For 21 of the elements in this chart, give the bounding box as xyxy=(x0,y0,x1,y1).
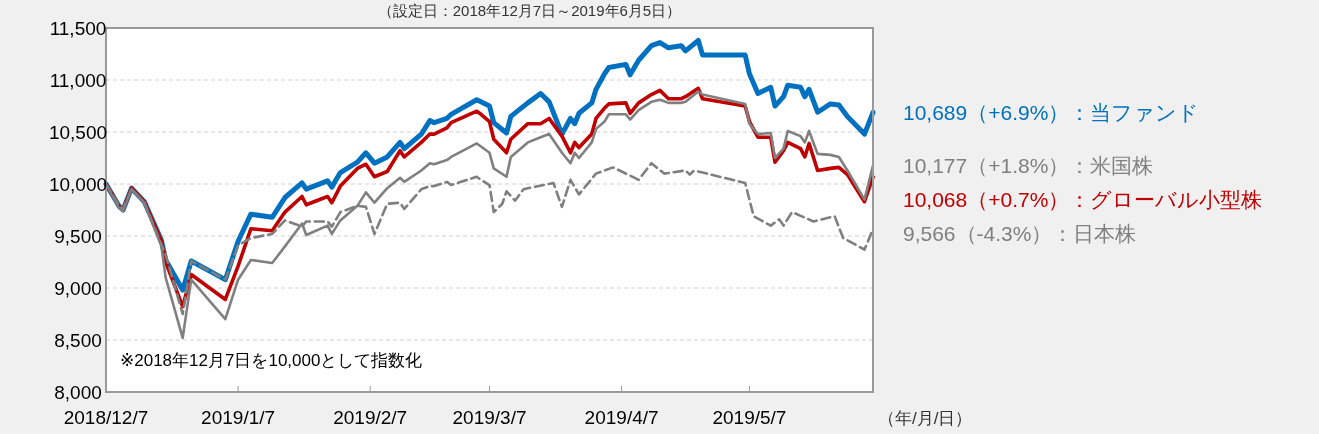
x-tick-label: 2018/12/7 xyxy=(63,407,149,428)
series-label: 10,689（+6.9%）：当ファンド xyxy=(903,100,1200,124)
y-tick-label: 9,000 xyxy=(54,277,102,299)
x-axis-title: （年/月/日） xyxy=(878,409,973,428)
x-tick-label: 2019/5/7 xyxy=(712,407,787,428)
y-tick-label: 11,000 xyxy=(49,69,107,91)
x-tick-label: 2019/1/7 xyxy=(201,407,276,428)
x-tick-label: 2019/3/7 xyxy=(452,407,527,428)
series-label: 10,177（+1.8%）：米国株 xyxy=(903,153,1154,177)
x-tick-label: 2019/2/7 xyxy=(333,407,408,428)
series-label: 10,068（+0.7%）：グローバル小型株 xyxy=(903,187,1263,211)
y-tick-label: 8,500 xyxy=(54,329,102,351)
y-tick-label: 10,500 xyxy=(48,121,108,143)
y-tick-label: 11,500 xyxy=(49,17,107,39)
x-tick-label: 2019/4/7 xyxy=(584,407,659,428)
annotation: ※2018年12月7日を10,000として指数化 xyxy=(120,351,423,370)
y-tick-label: 8,000 xyxy=(54,381,102,403)
y-tick-label: 9,500 xyxy=(54,225,102,247)
series-label: 9,566（-4.3%）：日本株 xyxy=(903,221,1137,245)
chart-subtitle: （設定日：2018年12月7日～2019年6月5日） xyxy=(377,2,682,19)
y-tick-label: 10,000 xyxy=(48,173,108,195)
